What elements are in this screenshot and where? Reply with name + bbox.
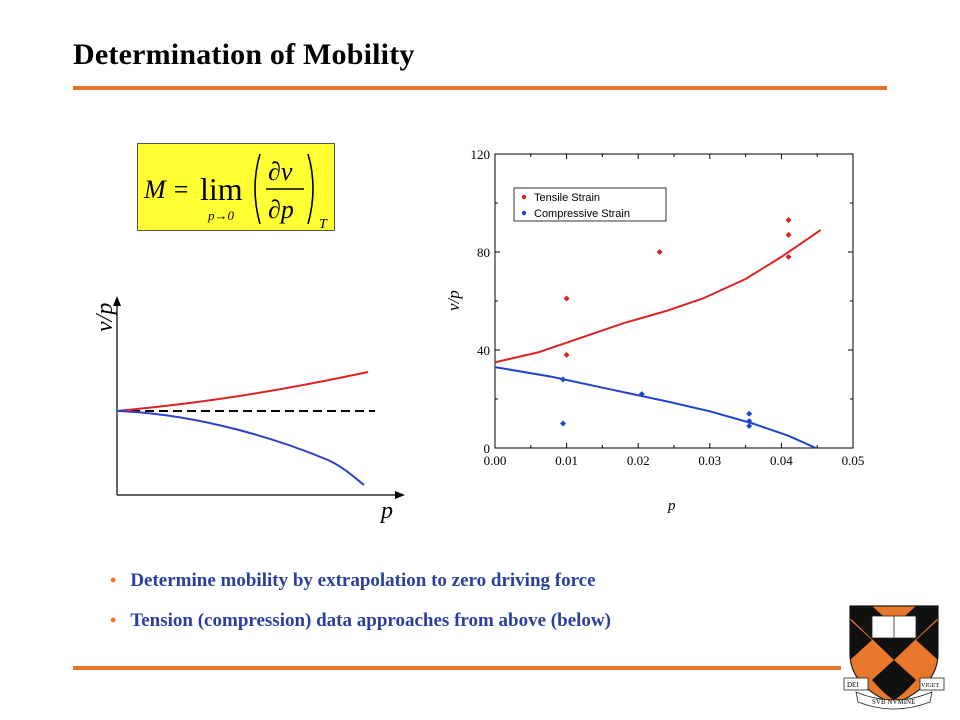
university-shield-logo: DEI VIGET SVB NVMINE (843, 605, 945, 710)
shield-banner-text: SVB NVMINE (872, 698, 915, 706)
bullet-dot: • (110, 570, 117, 590)
bullet-text-2: Tension (compression) data approaches fr… (130, 610, 611, 631)
legend-label-compressive: Compressive Strain (534, 208, 630, 220)
left-paren (254, 153, 261, 225)
page-title: Determination of Mobility (73, 38, 415, 71)
x-tick-label: 0.03 (698, 453, 721, 468)
compressive-point (560, 420, 567, 427)
tensile-point (563, 351, 570, 358)
legend-marker-compressive (521, 210, 527, 216)
legend: Tensile Strain Compressive Strain (513, 187, 667, 222)
footer-divider (73, 666, 841, 670)
tensile-point (656, 249, 663, 255)
sketch-xlabel: p (379, 498, 393, 524)
title-divider (73, 86, 887, 90)
right-paren (307, 153, 314, 225)
compressive-point (638, 391, 645, 398)
chart-ylabel: v/p (444, 290, 463, 311)
shield-text-left: DEI (847, 681, 859, 689)
chart-xlabel: p (667, 498, 676, 514)
legend-marker-tensile (521, 194, 527, 200)
sketch-ylabel: v/p (92, 303, 118, 332)
legend-label-tensile: Tensile Strain (534, 192, 600, 204)
y-tick-label: 120 (471, 147, 491, 162)
tensile-point (563, 295, 570, 302)
tensile-fit-line (494, 229, 822, 364)
formula-lhs: M = (143, 175, 190, 204)
bullet-item-2: • Tension (compression) data approaches f… (110, 610, 611, 632)
sketch-tensile-curve (116, 371, 369, 412)
formula-subscript: T (319, 217, 328, 232)
formula-numerator: ∂v (268, 157, 293, 186)
tensile-point (785, 231, 792, 238)
bullet-text-1: Determine mobility by extrapolation to z… (130, 570, 596, 591)
bullet-item-1: • Determine mobility by extrapolation to … (110, 570, 611, 592)
mobility-formula: M = lim p→0 ∂v ∂p T (137, 143, 335, 232)
compressive-point (746, 410, 753, 417)
legend-box (513, 187, 667, 222)
sketch-y-arrow (113, 296, 121, 306)
compressive-fit-line (494, 366, 817, 449)
compressive-point (560, 376, 567, 383)
sketch-compressive-curve (116, 410, 365, 486)
sketch-x-arrow (395, 491, 405, 499)
bullet-list: • Determine mobility by extrapolation to … (110, 570, 611, 650)
x-tick-label: 0.04 (770, 453, 793, 468)
y-tick-label: 0 (484, 441, 491, 456)
shield-text-right: VIGET (921, 683, 939, 689)
tensile-point (785, 217, 792, 224)
formula-denominator: ∂p (268, 195, 294, 224)
x-tick-label: 0.01 (555, 453, 578, 468)
x-tick-label: 0.02 (627, 453, 650, 468)
compressive-point (746, 422, 753, 429)
y-tick-label: 40 (477, 343, 490, 358)
tensile-point (785, 253, 792, 260)
formula-lim-subscript: p→0 (207, 208, 235, 223)
x-tick-label: 0.05 (842, 453, 865, 468)
formula-lim: lim (200, 171, 243, 207)
compressive-point (746, 418, 753, 425)
y-tick-label: 80 (477, 245, 490, 260)
x-tick-label: 0.00 (484, 453, 507, 468)
bullet-dot: • (110, 610, 117, 630)
